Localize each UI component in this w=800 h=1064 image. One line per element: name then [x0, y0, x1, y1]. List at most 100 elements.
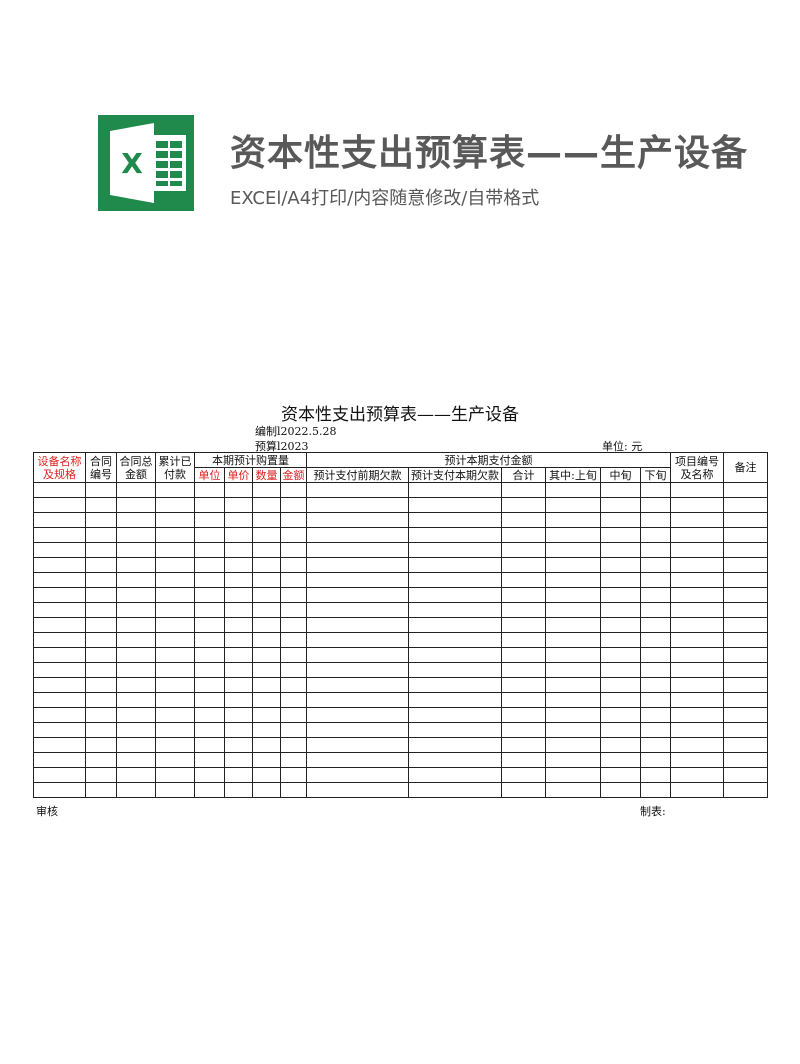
table-cell[interactable] — [252, 767, 281, 783]
table-cell[interactable] — [194, 722, 225, 738]
table-cell[interactable] — [280, 497, 307, 513]
table-cell[interactable] — [408, 707, 502, 723]
table-cell[interactable] — [194, 482, 225, 498]
table-cell[interactable] — [723, 662, 769, 678]
table-cell[interactable] — [408, 632, 502, 648]
table-cell[interactable] — [408, 512, 502, 528]
table-cell[interactable] — [600, 632, 641, 648]
table-cell[interactable] — [252, 632, 281, 648]
table-cell[interactable] — [116, 497, 156, 513]
table-cell[interactable] — [280, 737, 307, 753]
table-cell[interactable] — [723, 512, 769, 528]
table-cell[interactable] — [224, 527, 253, 543]
table-cell[interactable] — [280, 647, 307, 663]
table-cell[interactable] — [33, 557, 86, 573]
table-cell[interactable] — [501, 647, 546, 663]
table-cell[interactable] — [723, 617, 769, 633]
table-cell[interactable] — [194, 557, 225, 573]
table-cell[interactable] — [639, 587, 672, 603]
table-cell[interactable] — [85, 737, 117, 753]
table-cell[interactable] — [670, 707, 725, 723]
table-cell[interactable] — [224, 767, 253, 783]
table-cell[interactable] — [85, 782, 117, 798]
table-cell[interactable] — [501, 527, 546, 543]
table-cell[interactable] — [639, 602, 672, 618]
table-cell[interactable] — [85, 722, 117, 738]
table-cell[interactable] — [116, 722, 156, 738]
table-cell[interactable] — [155, 662, 195, 678]
table-cell[interactable] — [194, 602, 225, 618]
table-cell[interactable] — [501, 572, 546, 588]
table-cell[interactable] — [224, 737, 253, 753]
table-cell[interactable] — [723, 482, 769, 498]
table-cell[interactable] — [408, 692, 502, 708]
table-cell[interactable] — [600, 602, 641, 618]
table-cell[interactable] — [280, 782, 307, 798]
table-cell[interactable] — [408, 617, 502, 633]
table-cell[interactable] — [670, 752, 725, 768]
table-cell[interactable] — [670, 692, 725, 708]
table-cell[interactable] — [224, 662, 253, 678]
table-cell[interactable] — [501, 662, 546, 678]
table-cell[interactable] — [194, 737, 225, 753]
table-cell[interactable] — [408, 752, 502, 768]
table-cell[interactable] — [408, 737, 502, 753]
table-cell[interactable] — [194, 692, 225, 708]
table-cell[interactable] — [155, 557, 195, 573]
table-cell[interactable] — [545, 722, 601, 738]
table-cell[interactable] — [85, 527, 117, 543]
table-cell[interactable] — [116, 662, 156, 678]
table-cell[interactable] — [723, 767, 769, 783]
table-cell[interactable] — [408, 482, 502, 498]
table-cell[interactable] — [224, 782, 253, 798]
table-cell[interactable] — [33, 587, 86, 603]
table-cell[interactable] — [280, 767, 307, 783]
table-cell[interactable] — [194, 587, 225, 603]
table-cell[interactable] — [639, 572, 672, 588]
table-cell[interactable] — [306, 662, 409, 678]
table-cell[interactable] — [670, 677, 725, 693]
table-cell[interactable] — [501, 722, 546, 738]
table-cell[interactable] — [600, 662, 641, 678]
table-cell[interactable] — [408, 602, 502, 618]
table-cell[interactable] — [501, 737, 546, 753]
table-cell[interactable] — [723, 572, 769, 588]
table-cell[interactable] — [85, 767, 117, 783]
table-cell[interactable] — [116, 527, 156, 543]
table-cell[interactable] — [723, 557, 769, 573]
table-cell[interactable] — [33, 767, 86, 783]
table-cell[interactable] — [408, 722, 502, 738]
table-cell[interactable] — [116, 647, 156, 663]
table-cell[interactable] — [85, 617, 117, 633]
table-cell[interactable] — [501, 557, 546, 573]
table-cell[interactable] — [501, 767, 546, 783]
table-cell[interactable] — [408, 677, 502, 693]
table-cell[interactable] — [155, 482, 195, 498]
table-cell[interactable] — [33, 752, 86, 768]
table-cell[interactable] — [670, 632, 725, 648]
table-cell[interactable] — [723, 677, 769, 693]
table-cell[interactable] — [306, 602, 409, 618]
table-cell[interactable] — [306, 482, 409, 498]
table-cell[interactable] — [224, 542, 253, 558]
table-cell[interactable] — [501, 782, 546, 798]
table-cell[interactable] — [408, 587, 502, 603]
table-cell[interactable] — [408, 572, 502, 588]
table-cell[interactable] — [670, 527, 725, 543]
table-cell[interactable] — [224, 692, 253, 708]
table-cell[interactable] — [306, 647, 409, 663]
table-cell[interactable] — [85, 557, 117, 573]
table-cell[interactable] — [600, 512, 641, 528]
table-cell[interactable] — [600, 707, 641, 723]
table-cell[interactable] — [33, 662, 86, 678]
table-cell[interactable] — [194, 767, 225, 783]
table-cell[interactable] — [224, 752, 253, 768]
table-cell[interactable] — [280, 602, 307, 618]
table-cell[interactable] — [639, 707, 672, 723]
table-cell[interactable] — [33, 497, 86, 513]
table-cell[interactable] — [306, 737, 409, 753]
table-cell[interactable] — [33, 722, 86, 738]
table-cell[interactable] — [670, 482, 725, 498]
table-cell[interactable] — [501, 602, 546, 618]
table-cell[interactable] — [155, 782, 195, 798]
